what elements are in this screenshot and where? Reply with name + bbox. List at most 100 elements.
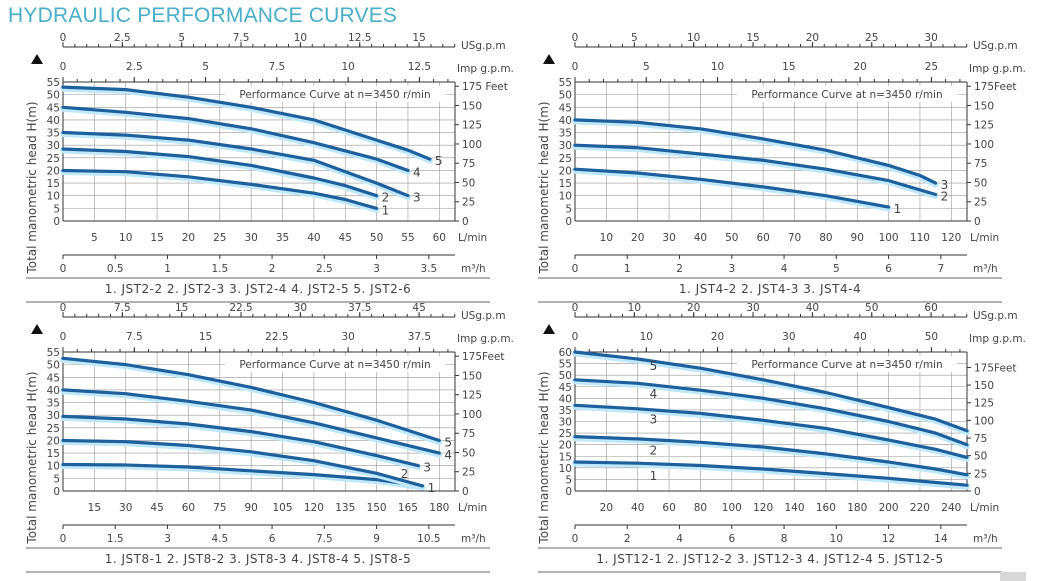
usgpm-tick-label: 30 <box>924 32 937 44</box>
usgpm-tick-label: 15 <box>175 302 188 314</box>
annotation-text: Performance Curve at n=3450 r/min <box>239 359 430 371</box>
curve-JST12-1 <box>573 460 969 487</box>
lmin-tick-label: 100 <box>879 232 899 244</box>
y-tick-label: 25 <box>559 428 572 440</box>
usgpm-tick-label: 10 <box>687 32 700 44</box>
curve-JST12-4 <box>573 378 969 447</box>
m3h-tick-label: 0 <box>60 263 67 275</box>
lmin-tick-label: 180 <box>429 502 449 514</box>
lmin-tick-label: 90 <box>244 502 257 514</box>
y-tick-label: 10 <box>47 191 60 203</box>
lmin-tick-label: 60 <box>182 502 195 514</box>
annotation-bg <box>737 356 957 372</box>
lmin-tick-label: 20 <box>182 232 195 244</box>
m3h-tick-label: 4 <box>676 533 683 545</box>
usgpm-tick-label: 12.5 <box>348 32 371 44</box>
lmin-tick-label: 140 <box>784 502 804 514</box>
y-axis-label: Total manometric head H(m) <box>537 101 551 274</box>
y-tick-label: 55 <box>47 347 60 359</box>
legend: 1. JST12-1 2. JST12-2 3. JST12-3 4. JST1… <box>596 552 943 566</box>
lmin-tick-label: 60 <box>756 232 769 244</box>
feet-tick-label: 0 <box>462 486 469 498</box>
curve-JST2-3 <box>61 147 379 198</box>
feet-tick-label: 50 <box>462 177 475 189</box>
m3h-tick-label: 9 <box>373 533 380 545</box>
curve-JST12-3 <box>573 403 969 459</box>
usgpm-tick-label: 20 <box>687 302 700 314</box>
y-axis-arrow-icon <box>31 54 43 64</box>
lmin-tick-label: 220 <box>910 502 930 514</box>
lmin-tick-label: 90 <box>851 232 864 244</box>
y-tick-label: 5 <box>53 203 60 215</box>
usgpm-tick-label: 7.5 <box>114 302 131 314</box>
feet-tick-label: 175Feet <box>974 362 1017 374</box>
feet-tick-label: 125 <box>974 398 994 410</box>
curve-JST8-2 <box>61 438 425 488</box>
usgpm-tick-label: 40 <box>806 302 819 314</box>
impgpm-tick-label: 0 <box>572 61 579 73</box>
impgpm-tick-label: 0 <box>572 331 579 343</box>
impgpm-tick-label: 2.5 <box>126 61 143 73</box>
impgpm-tick-label: 10 <box>341 61 354 73</box>
usgpm-tick-label: 25 <box>865 32 878 44</box>
m3h-tick-label: 10 <box>830 533 843 545</box>
lmin-tick-label: 15 <box>150 232 163 244</box>
lmin-tick-label: 75 <box>213 502 226 514</box>
m3h-tick-label: 2 <box>624 533 631 545</box>
feet-tick-label: 100 <box>974 139 994 151</box>
impgpm-tick-label: 25 <box>925 61 938 73</box>
m3h-tick-label: 0 <box>572 533 579 545</box>
usgpm-tick-label: 22.5 <box>229 302 252 314</box>
feet-tick-label: 125 <box>462 390 482 402</box>
y-tick-label: 15 <box>559 178 572 190</box>
feet-tick-label: 25 <box>974 197 987 209</box>
impgpm-unit-label: Imp g.p.m. <box>969 333 1026 345</box>
y-tick-label: 5 <box>565 474 572 486</box>
curve-JST4-4 <box>573 118 938 185</box>
y-tick-label: 20 <box>47 165 60 177</box>
impgpm-tick-label: 5 <box>643 61 650 73</box>
lmin-tick-label: 55 <box>401 232 414 244</box>
impgpm-unit-label: Imp g.p.m. <box>969 63 1026 75</box>
legend: 1. JST2-2 2. JST2-3 3. JST2-4 4. JST2-5 … <box>105 282 412 296</box>
lmin-tick-label: 10 <box>119 232 132 244</box>
m3h-tick-label: 0 <box>572 263 579 275</box>
lmin-tick-label: 120 <box>941 232 961 244</box>
y-tick-label: 50 <box>559 370 572 382</box>
curve-label: 3 <box>650 412 658 426</box>
curve-label: 1 <box>650 469 658 483</box>
lmin-tick-label: 40 <box>631 502 644 514</box>
usgpm-unit-label: USg.p.m <box>461 310 506 322</box>
usgpm-tick-label: 7.5 <box>233 32 250 44</box>
curve-label: 3 <box>413 191 421 205</box>
impgpm-tick-label: 20 <box>853 61 866 73</box>
usgpm-tick-label: 0 <box>572 302 579 314</box>
lmin-unit-label: L/min <box>970 232 999 244</box>
curve-JST8-5 <box>61 356 441 443</box>
curve-label: 1 <box>894 202 902 216</box>
y-tick-label: 35 <box>47 128 60 140</box>
feet-tick-label: 100 <box>462 409 482 421</box>
impgpm-tick-label: 15 <box>199 331 212 343</box>
feet-tick-label: 25 <box>462 467 475 479</box>
feet-tick-label: 150 <box>462 370 482 382</box>
y-tick-label: 35 <box>559 128 572 140</box>
y-tick-label: 0 <box>565 216 572 228</box>
feet-tick-label: 0 <box>974 216 981 228</box>
lmin-unit-label: L/min <box>458 502 487 514</box>
lmin-tick-label: 80 <box>819 232 832 244</box>
m3h-tick-label: 1.5 <box>107 533 124 545</box>
annotation-text: Performance Curve at n=3450 r/min <box>751 359 942 371</box>
curve-JST2-6 <box>61 85 432 161</box>
curve-JST8-4 <box>61 388 441 455</box>
lmin-tick-label: 150 <box>367 502 387 514</box>
m3h-tick-label: 2 <box>676 263 683 275</box>
lmin-tick-label: 110 <box>910 232 930 244</box>
lmin-tick-label: 35 <box>276 232 289 244</box>
lmin-tick-label: 240 <box>941 502 961 514</box>
y-tick-label: 15 <box>47 448 60 460</box>
y-tick-label: 55 <box>47 77 60 89</box>
curve-JST2-4 <box>61 130 410 198</box>
usgpm-unit-label: USg.p.m <box>461 40 506 52</box>
